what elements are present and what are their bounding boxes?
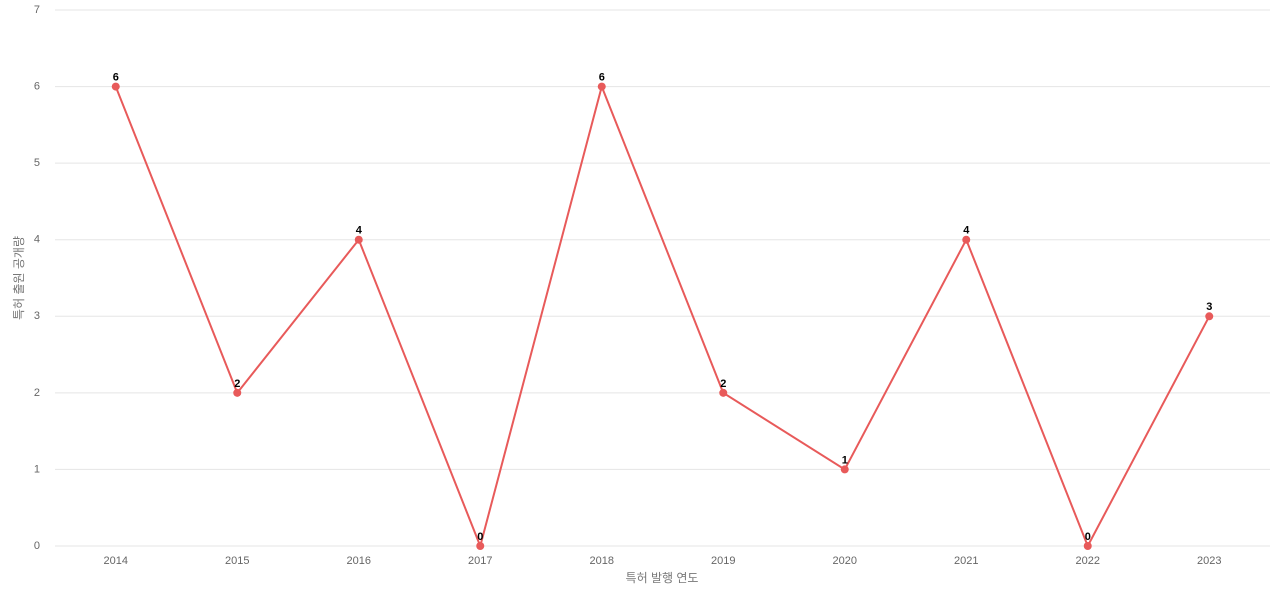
y-tick-label: 1 [34, 463, 40, 475]
point [111, 82, 120, 91]
x-axis-title: 특허 발행 연도 [626, 570, 699, 585]
y-tick-label: 3 [34, 310, 40, 322]
x-tick-label: 2019 [711, 555, 735, 567]
x-tick-label: 2020 [833, 555, 857, 567]
point [1083, 542, 1092, 550]
data-label: 6 [113, 71, 119, 83]
point [233, 388, 242, 397]
data-label: 2 [720, 378, 726, 390]
data-label: 4 [356, 225, 363, 237]
data-label: 0 [1085, 531, 1091, 543]
x-tick-label: 2017 [468, 555, 492, 567]
point [962, 235, 971, 244]
y-tick-label: 7 [34, 4, 40, 16]
y-tick-label: 0 [34, 540, 40, 552]
data-label: 2 [234, 378, 240, 390]
point [1205, 312, 1214, 321]
line [114, 83, 1211, 550]
x-tick-label: 2022 [1076, 555, 1100, 567]
x-tick-label: 2021 [954, 555, 978, 567]
data-label: 3 [1206, 301, 1212, 313]
point [719, 388, 728, 397]
x-tick-label: 2023 [1197, 555, 1221, 567]
y-tick-label: 6 [34, 80, 40, 92]
data-label: 6 [599, 71, 605, 83]
y-axis-title: 특허 출원 공개량 [12, 236, 26, 320]
data-label: 4 [963, 225, 970, 237]
y-tick-label: 5 [34, 157, 40, 169]
x-tick-label: 2016 [347, 555, 371, 567]
y-tick-label: 4 [34, 234, 40, 246]
data-label: 0 [477, 531, 483, 543]
y-tick-label: 2 [34, 387, 40, 399]
x-tick-label: 2015 [225, 555, 249, 567]
point [840, 465, 849, 474]
point [597, 82, 606, 91]
x-tick-label: 2014 [104, 555, 128, 567]
data-label: 1 [842, 454, 848, 466]
point [354, 235, 363, 244]
point [476, 542, 485, 550]
x-tick-label: 2018 [590, 555, 614, 567]
